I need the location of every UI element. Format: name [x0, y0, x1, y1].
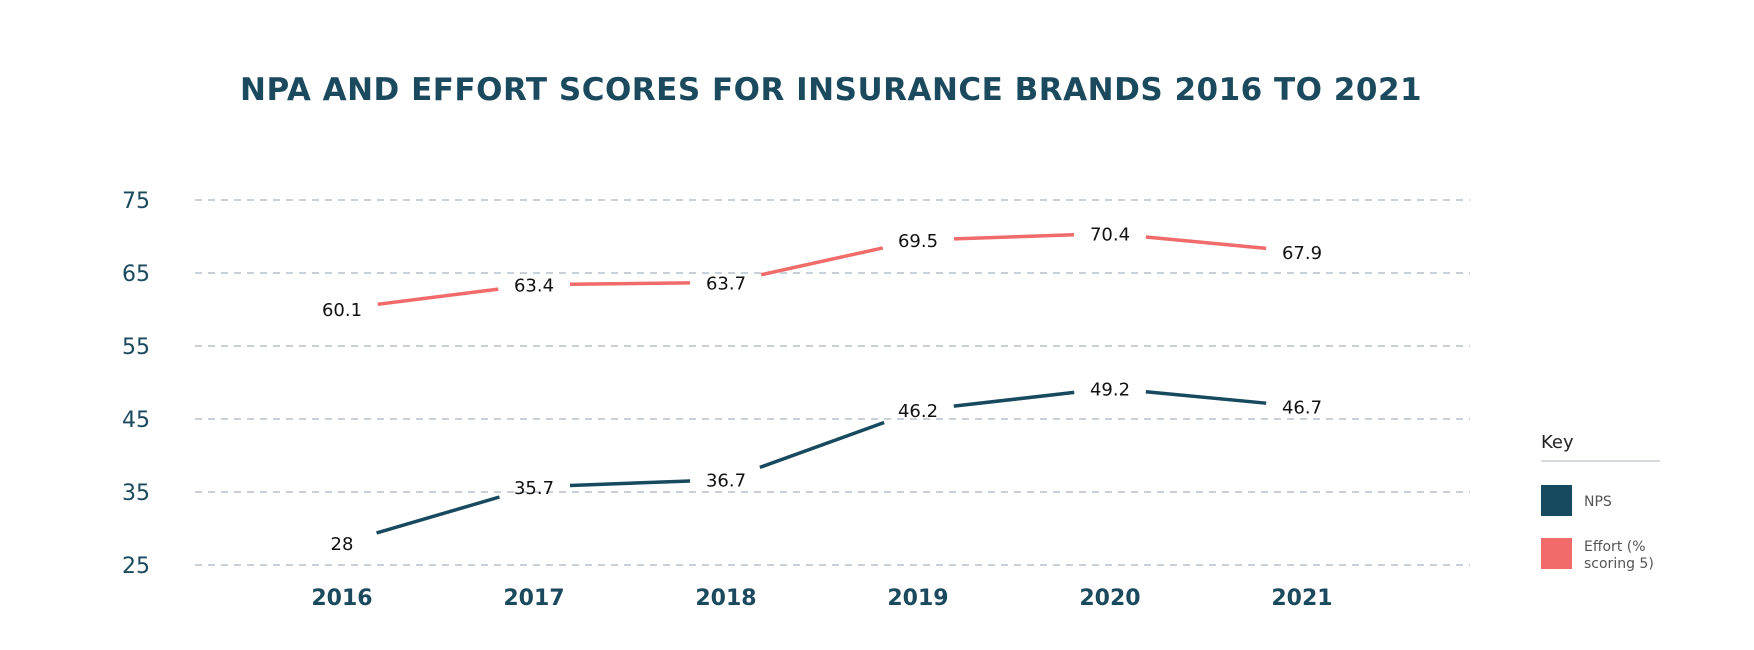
legend-label: Effort (% — [1584, 539, 1646, 555]
y-tick-label: 75 — [122, 189, 150, 214]
data-label: 63.4 — [514, 276, 554, 297]
y-axis-ticks: 25 35 45 55 65 75 — [122, 189, 150, 579]
series-lines — [376, 233, 1267, 535]
data-label: 36.7 — [706, 471, 746, 492]
data-label: 49.2 — [1090, 379, 1130, 400]
series-segment-effort — [760, 246, 884, 277]
data-label: 69.5 — [898, 231, 938, 252]
series-segment-nps — [953, 390, 1075, 408]
series-segment-nps — [569, 479, 691, 488]
legend: Key NPS Effort (%scoring 5) — [1541, 432, 1660, 572]
legend-label: scoring 5) — [1584, 556, 1654, 572]
data-label: 35.7 — [514, 478, 554, 499]
data-label: 70.4 — [1090, 225, 1130, 246]
series-segment-effort — [569, 281, 691, 287]
legend-title: Key — [1541, 432, 1574, 453]
y-tick-label: 55 — [122, 335, 150, 360]
data-label: 46.2 — [898, 401, 938, 422]
gridlines — [195, 199, 1470, 566]
data-label: 28 — [331, 534, 354, 555]
legend-label: NPS — [1584, 494, 1612, 510]
x-tick-label: 2017 — [503, 586, 564, 611]
data-label: 46.7 — [1282, 398, 1322, 419]
series-segment-nps — [1145, 390, 1267, 405]
legend-items: NPS Effort (%scoring 5) — [1541, 485, 1654, 572]
series-segment-effort — [953, 233, 1075, 241]
data-label: 67.9 — [1282, 243, 1322, 264]
y-tick-label: 45 — [122, 408, 150, 433]
data-labels: 28 35.7 36.7 46.2 49.2 46.7 60.1 63.4 63.7 69.5 70… — [322, 225, 1322, 556]
series-segment-nps — [376, 495, 500, 535]
x-axis-ticks: 2016 2017 2018 2019 2020 2021 — [311, 586, 1332, 611]
chart-title: NPA AND EFFORT SCORES FOR INSURANCE BRAN… — [240, 72, 1422, 108]
series-segment-effort — [377, 287, 499, 307]
x-tick-label: 2018 — [695, 586, 756, 611]
legend-swatch — [1541, 538, 1572, 569]
y-tick-label: 65 — [122, 262, 150, 287]
x-tick-label: 2021 — [1271, 586, 1332, 611]
data-label: 60.1 — [322, 300, 362, 321]
y-tick-label: 35 — [122, 481, 150, 506]
x-tick-label: 2016 — [311, 586, 372, 611]
x-tick-label: 2020 — [1079, 586, 1140, 611]
data-label: 63.7 — [706, 273, 746, 294]
y-tick-label: 25 — [122, 554, 150, 579]
legend-swatch — [1541, 485, 1572, 516]
series-segment-nps — [759, 420, 885, 470]
x-tick-label: 2019 — [887, 586, 948, 611]
series-segment-effort — [1145, 235, 1267, 251]
